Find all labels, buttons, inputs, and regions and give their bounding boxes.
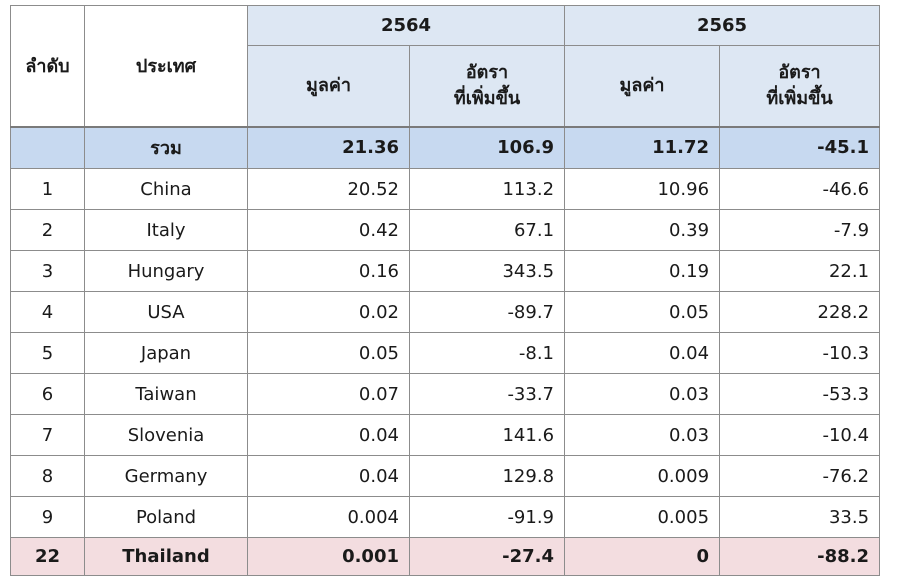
data-table-container: ลำดับ ประเทศ 2564 2565 มูลค่า อัตรา ที่เ…: [10, 5, 881, 576]
country-cell: Poland: [84, 496, 248, 538]
rate-2565-cell: -88.2: [719, 537, 881, 576]
rate-label-line2: ที่เพิ่มขึ้น: [453, 87, 521, 109]
country-cell: Hungary: [84, 250, 248, 292]
value-2565-cell: 0.05: [564, 291, 721, 333]
rate-2565-header: อัตรา ที่เพิ่มขึ้น: [719, 45, 881, 127]
rank-column-header: ลำดับ: [10, 5, 85, 127]
value-2565-cell: 0.005: [564, 496, 721, 538]
value-2565-cell: 0.03: [564, 373, 721, 415]
rate-2565-cell: 33.5: [719, 496, 881, 538]
rate-2564-cell: -91.9: [408, 496, 566, 538]
rank-cell: 1: [10, 168, 85, 210]
rate-2564-cell: -89.7: [408, 291, 566, 333]
value-2564-cell: 0.004: [247, 496, 410, 538]
country-cell: Slovenia: [84, 414, 248, 456]
value-2565-cell: 0.009: [564, 455, 721, 497]
value-2564-cell: 20.52: [247, 168, 410, 210]
table-row: 6 Taiwan 0.07 -33.7 0.03 -53.3: [10, 373, 881, 415]
value-2565-cell: 0: [564, 537, 721, 576]
table-row: 2 Italy 0.42 67.1 0.39 -7.9: [10, 209, 881, 251]
value-2564-cell: 0.07: [247, 373, 410, 415]
rate-label-line1: อัตรา: [778, 61, 821, 83]
country-cell: USA: [84, 291, 248, 333]
rank-cell: 9: [10, 496, 85, 538]
rate-2565-cell: 22.1: [719, 250, 881, 292]
table-row: 7 Slovenia 0.04 141.6 0.03 -10.4: [10, 414, 881, 456]
rate-2565-cell: -53.3: [719, 373, 881, 415]
rate-2564-cell: 129.8: [408, 455, 566, 497]
value-2564-cell: 0.04: [247, 455, 410, 497]
rate-2565-cell: -76.2: [719, 455, 881, 497]
rate-2564-cell: 67.1: [408, 209, 566, 251]
value-2565-header: มูลค่า: [564, 45, 721, 127]
rate-2565-cell: -10.4: [719, 414, 881, 456]
value-2565-cell: 11.72: [564, 126, 721, 169]
rate-2565-cell: -10.3: [719, 332, 881, 374]
rate-2564-cell: 343.5: [408, 250, 566, 292]
rate-2565-cell: -45.1: [719, 126, 881, 169]
rate-2564-cell: 141.6: [408, 414, 566, 456]
country-column-header: ประเทศ: [84, 5, 248, 127]
rate-2564-cell: 113.2: [408, 168, 566, 210]
table-row: 1 China 20.52 113.2 10.96 -46.6: [10, 168, 881, 210]
value-2565-cell: 0.03: [564, 414, 721, 456]
value-2565-cell: 10.96: [564, 168, 721, 210]
rank-cell: 7: [10, 414, 85, 456]
country-cell: Japan: [84, 332, 248, 374]
rank-cell: 2: [10, 209, 85, 251]
table-body: รวม 21.36 106.9 11.72 -45.1 1 China 20.5…: [10, 126, 881, 576]
rank-cell: [10, 126, 85, 169]
export-value-table: ลำดับ ประเทศ 2564 2565 มูลค่า อัตรา ที่เ…: [10, 5, 881, 576]
value-2564-cell: 0.04: [247, 414, 410, 456]
table-header: ลำดับ ประเทศ 2564 2565 มูลค่า อัตรา ที่เ…: [10, 5, 881, 127]
rank-cell: 4: [10, 291, 85, 333]
country-cell: รวม: [84, 126, 248, 169]
country-cell: Germany: [84, 455, 248, 497]
rate-label-line1: อัตรา: [465, 61, 509, 83]
rate-2565-cell: -7.9: [719, 209, 881, 251]
country-cell: China: [84, 168, 248, 210]
country-cell: Thailand: [84, 537, 248, 576]
rank-cell: 6: [10, 373, 85, 415]
rate-2564-cell: -27.4: [408, 537, 566, 576]
rate-2564-cell: -8.1: [408, 332, 566, 374]
value-2564-cell: 0.16: [247, 250, 410, 292]
year-2565-header: 2565: [564, 5, 881, 46]
value-2565-cell: 0.19: [564, 250, 721, 292]
rate-2565-cell: 228.2: [719, 291, 881, 333]
value-2564-cell: 0.02: [247, 291, 410, 333]
rate-label-line2: ที่เพิ่มขึ้น: [766, 87, 833, 109]
value-2564-cell: 0.05: [247, 332, 410, 374]
thailand-row: 22 Thailand 0.001 -27.4 0 -88.2: [10, 537, 881, 576]
rate-2564-cell: 106.9: [408, 126, 566, 169]
value-2564-cell: 0.42: [247, 209, 410, 251]
value-2565-cell: 0.39: [564, 209, 721, 251]
total-row: รวม 21.36 106.9 11.72 -45.1: [10, 126, 881, 169]
table-row: 4 USA 0.02 -89.7 0.05 228.2: [10, 291, 881, 333]
table-row: 5 Japan 0.05 -8.1 0.04 -10.3: [10, 332, 881, 374]
year-2564-header: 2564: [246, 5, 566, 46]
value-2564-header: มูลค่า: [247, 45, 410, 127]
table-row: 9 Poland 0.004 -91.9 0.005 33.5: [10, 496, 881, 538]
value-2564-cell: 0.001: [247, 537, 410, 576]
rank-cell: 22: [10, 537, 85, 576]
value-2565-cell: 0.04: [564, 332, 721, 374]
rate-2564-header: อัตรา ที่เพิ่มขึ้น: [408, 45, 566, 127]
table-row: 3 Hungary 0.16 343.5 0.19 22.1: [10, 250, 881, 292]
country-cell: Italy: [84, 209, 248, 251]
rate-2565-cell: -46.6: [719, 168, 881, 210]
rate-2564-cell: -33.7: [408, 373, 566, 415]
value-2564-cell: 21.36: [247, 126, 410, 169]
rank-cell: 3: [10, 250, 85, 292]
table-row: 8 Germany 0.04 129.8 0.009 -76.2: [10, 455, 881, 497]
country-cell: Taiwan: [84, 373, 248, 415]
rank-cell: 8: [10, 455, 85, 497]
rank-cell: 5: [10, 332, 85, 374]
